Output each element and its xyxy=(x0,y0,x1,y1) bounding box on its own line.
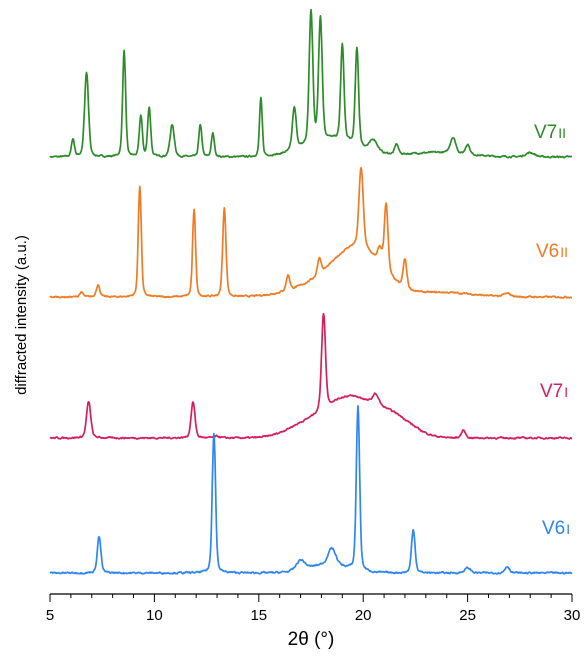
x-axis-title: 2θ (°) xyxy=(288,629,335,650)
series-label-v6i: V6I xyxy=(542,518,570,539)
series-label-v6ii: V6II xyxy=(536,241,568,262)
traces-layer xyxy=(49,8,573,575)
x-tick-label: 30 xyxy=(564,607,581,624)
x-tick-label: 10 xyxy=(146,607,163,624)
series-label-v7i: V7I xyxy=(540,381,568,402)
x-tick-label: 15 xyxy=(250,607,267,624)
x-tick-label: 20 xyxy=(355,607,372,624)
series-line-v7i xyxy=(49,312,573,440)
series-labels: V7II V6II V7I V6I xyxy=(534,122,570,539)
x-tick-label: 5 xyxy=(46,607,54,624)
series-label-v7ii: V7II xyxy=(534,122,566,143)
series-line-v6i xyxy=(49,404,573,575)
x-axis-ticks: 5 10 15 20 25 30 xyxy=(46,594,581,624)
series-line-v7ii xyxy=(49,8,573,159)
y-axis-title: diffracted intensity (a.u.) xyxy=(13,235,30,395)
series-line-v6ii xyxy=(49,166,573,299)
x-tick-label: 25 xyxy=(459,607,476,624)
